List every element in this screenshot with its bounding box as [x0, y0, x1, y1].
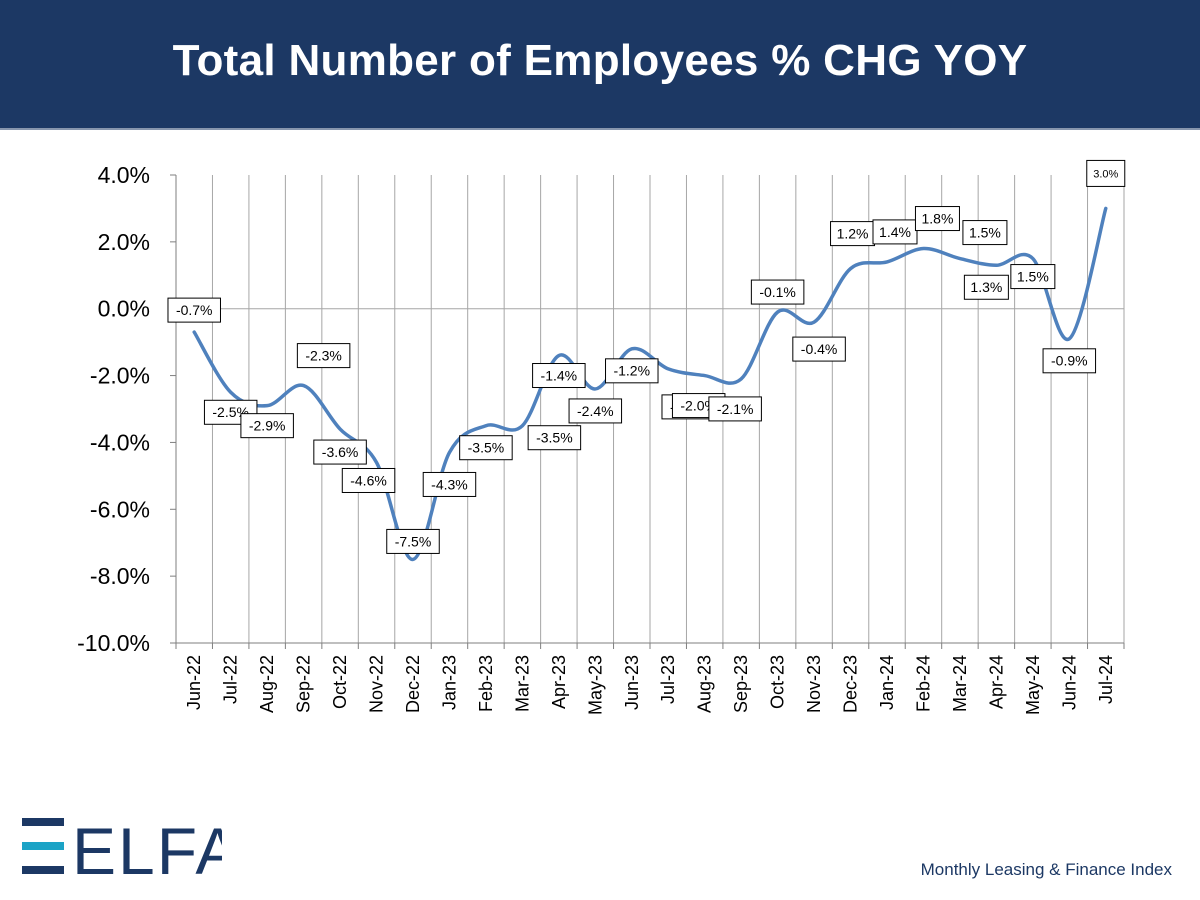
x-tick-label: Jun-22 [184, 655, 204, 710]
data-label: -2.1% [717, 401, 754, 417]
data-label: -3.6% [322, 444, 359, 460]
data-label-box [527, 425, 582, 451]
y-tick-label: 2.0% [98, 229, 150, 255]
data-label: -0.1% [759, 284, 796, 300]
data-label-box [1086, 159, 1126, 187]
logo-bar-middle [22, 842, 64, 850]
data-label: -3.5% [468, 440, 505, 456]
line-chart: 4.0% 2.0% 0.0% -2.0% -4.0% -6.0% -8.0% -10.0% Ju… [77, 159, 1126, 715]
data-label-box [532, 363, 586, 389]
data-label: -4.6% [350, 472, 387, 488]
x-tick-label: May-24 [1023, 655, 1043, 715]
x-tick-label: Jul-23 [658, 655, 678, 704]
x-tick-label: Jul-24 [1096, 655, 1116, 704]
x-tick-label: Nov-22 [367, 655, 387, 713]
title-banner: Total Number of Employees % CHG YOY [0, 0, 1200, 130]
data-label-box [568, 398, 623, 424]
logo-bar-bottom [22, 866, 64, 874]
data-label-box [750, 279, 805, 305]
logo-bar-top [22, 818, 64, 826]
data-label: -7.5% [395, 533, 432, 549]
page-title: Total Number of Employees % CHG YOY [172, 36, 1028, 85]
data-label-box [422, 471, 477, 497]
data-label-box [792, 336, 846, 362]
x-tick-label: Aug-23 [695, 655, 715, 713]
x-tick-label: Feb-23 [476, 655, 496, 712]
data-label-box [963, 274, 1009, 300]
x-tick-label: Oct-23 [768, 655, 788, 709]
data-label: -2.3% [305, 348, 342, 364]
data-label: -3.5% [536, 430, 573, 446]
data-label-box [1042, 348, 1097, 374]
data-label-box [962, 220, 1008, 246]
data-label: -2.4% [577, 403, 614, 419]
x-tick-label: Dec-23 [841, 655, 861, 713]
data-label: -1.2% [613, 363, 650, 379]
footer-subtitle: Monthly Leasing & Finance Index [920, 860, 1172, 879]
x-tick-label: Sep-22 [294, 655, 314, 713]
x-tick-label: Jul-22 [221, 655, 241, 704]
data-label: -4.3% [431, 476, 468, 492]
data-label-box [296, 343, 351, 369]
data-label-box [386, 528, 440, 554]
x-tick-label: Mar-24 [950, 655, 970, 712]
x-tick-label: Sep-23 [731, 655, 751, 713]
data-label: -0.9% [1051, 353, 1088, 369]
data-label: 3.0% [1093, 168, 1118, 180]
y-tick-label: -10.0% [77, 630, 150, 656]
y-tick-label: -4.0% [90, 429, 150, 455]
y-tick-label: -2.0% [90, 363, 150, 389]
data-label: 1.8% [922, 210, 954, 226]
x-tick-label: Feb-24 [913, 655, 933, 712]
data-label-box [605, 358, 659, 384]
data-label: 1.2% [837, 226, 869, 242]
y-tick-label: -8.0% [90, 563, 150, 589]
x-tick-label: Aug-22 [257, 655, 277, 713]
data-label-box [341, 467, 396, 493]
data-label: 1.5% [1017, 268, 1049, 284]
y-tick-label: 4.0% [98, 162, 150, 188]
y-tick-label: -6.0% [90, 496, 150, 522]
data-label: 1.5% [969, 224, 1001, 240]
x-tick-label: Oct-22 [330, 655, 350, 709]
data-label: -1.4% [541, 367, 578, 383]
x-tick-label: Jan-23 [439, 655, 459, 710]
data-label: 1.3% [970, 279, 1002, 295]
data-label-box [459, 435, 513, 461]
x-tick-label: Apr-23 [549, 655, 569, 709]
data-label: -0.4% [801, 341, 838, 357]
data-label-box [313, 439, 367, 465]
data-label-box [914, 206, 960, 232]
data-label-box [830, 221, 876, 247]
data-label: -2.5% [212, 404, 249, 420]
x-tick-label: May-23 [585, 655, 605, 715]
data-label-box [167, 297, 221, 323]
x-tick-label: Nov-23 [804, 655, 824, 713]
x-tick-label: Jan-24 [877, 655, 897, 710]
x-tick-label: Mar-23 [512, 655, 532, 712]
x-tick-label: Jun-23 [622, 655, 642, 710]
y-tick-label: 0.0% [98, 296, 150, 322]
series-line [192, 206, 1108, 562]
x-tick-label: Apr-24 [986, 655, 1006, 709]
elfa-logo: ELFA [22, 818, 222, 878]
x-tick-label: Jun-24 [1059, 655, 1079, 710]
data-label-box [240, 413, 294, 439]
data-label-box [872, 219, 918, 245]
data-label: 1.4% [879, 224, 911, 240]
x-tick-label: Dec-22 [403, 655, 423, 713]
data-label: -0.7% [176, 302, 213, 318]
logo-text: ELFA [72, 818, 222, 878]
data-label: -2.9% [249, 418, 286, 434]
data-label-box [1010, 264, 1056, 290]
data-label: -2.0% [680, 397, 717, 413]
data-label-box [708, 396, 762, 422]
